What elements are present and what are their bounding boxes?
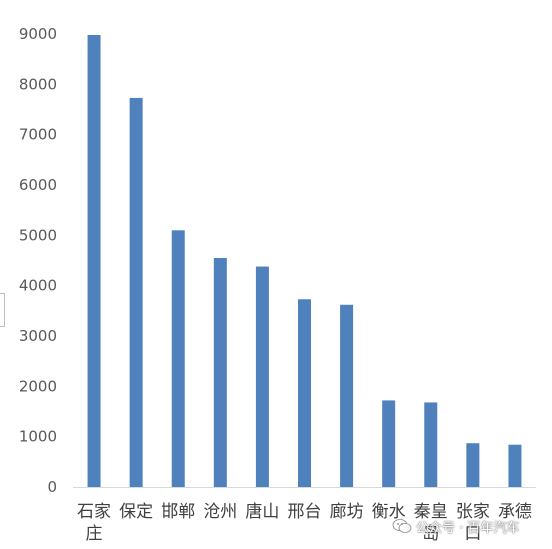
x-tick-label-line: 保定 <box>119 502 153 522</box>
y-tick-label: 3000 <box>19 327 57 345</box>
x-tick-label: 秦皇岛 <box>414 502 448 544</box>
x-tick-label: 石家庄 <box>77 502 111 544</box>
x-tick-label-line: 张家 <box>456 502 490 522</box>
bar <box>87 35 101 487</box>
x-tick-label-line: 承德 <box>498 502 532 522</box>
bar <box>213 257 227 487</box>
x-tick-label-line: 廊坊 <box>330 502 364 522</box>
x-tick-label: 廊坊 <box>330 502 364 522</box>
bar <box>466 443 480 487</box>
x-tick-label-line: 庄 <box>86 524 103 544</box>
x-tick-label: 邯郸 <box>161 502 195 522</box>
x-tick-label-line: 邯郸 <box>161 502 195 522</box>
x-tick-label: 唐山 <box>245 501 279 522</box>
bar <box>298 299 311 487</box>
wechat-icon <box>392 519 412 533</box>
x-tick-label-line: 岛 <box>422 524 439 544</box>
y-axis: 0 1000 2000 3000 4000 5000 6000 7000 8000 9000 <box>19 25 57 496</box>
y-tick-label: 9000 <box>19 25 57 43</box>
watermark-text: 公众号 · 百年汽车 <box>416 520 520 536</box>
bar <box>255 266 269 487</box>
x-tick-label: 保定 <box>119 502 153 522</box>
frame-edge <box>0 293 5 327</box>
y-tick-label: 5000 <box>19 226 57 244</box>
bar <box>424 402 438 487</box>
bar <box>340 304 354 487</box>
x-tick-label-line: 秦皇 <box>414 502 448 522</box>
y-tick-label: 4000 <box>19 277 57 295</box>
x-tick-label-line: 口 <box>464 524 481 544</box>
y-tick-label: 7000 <box>19 126 57 144</box>
x-tick-label: 张家口 <box>456 502 490 544</box>
y-tick-label: 0 <box>47 478 57 496</box>
watermark: 公众号 · 百年汽车 <box>392 515 519 537</box>
bar <box>129 97 143 488</box>
x-tick-label-line: 衡水 <box>372 502 406 522</box>
bar <box>382 400 396 487</box>
x-tick-label: 邢台 <box>288 502 322 522</box>
x-tick-label-line: 邢台 <box>288 502 322 522</box>
x-tick-label-line: 唐山 <box>245 501 279 522</box>
bar <box>508 444 522 487</box>
x-tick-label: 承德 <box>498 502 532 522</box>
x-tick-label-line: 沧州 <box>203 502 237 522</box>
x-tick-label: 沧州 <box>203 502 237 522</box>
bar <box>171 230 185 488</box>
x-tick-label-line: 石家 <box>77 502 111 522</box>
y-tick-label: 8000 <box>19 75 57 93</box>
x-tick-label: 衡水 <box>372 502 406 522</box>
bars <box>87 35 522 488</box>
y-tick-label: 2000 <box>19 377 57 395</box>
y-tick-label: 6000 <box>19 176 57 194</box>
y-tick-label: 1000 <box>19 428 57 446</box>
